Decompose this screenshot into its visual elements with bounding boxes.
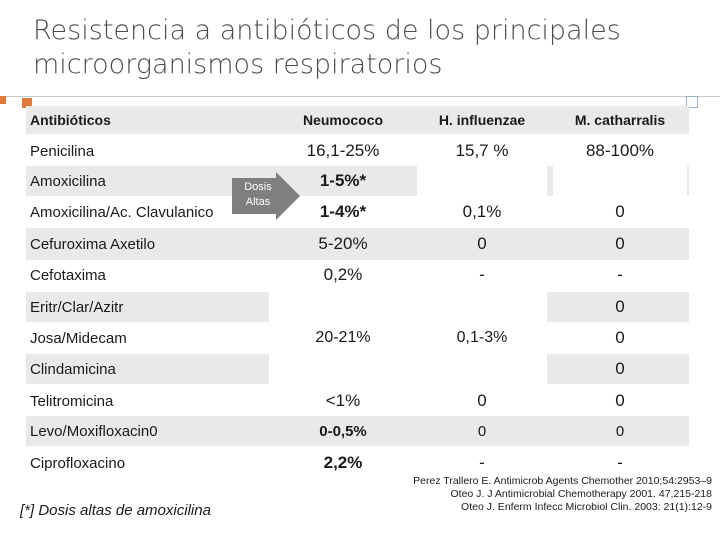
hinf-merged-value: 0,1-3% bbox=[456, 329, 508, 346]
mcat-value: 0 bbox=[615, 234, 625, 253]
arrow-label-line-2: Altas bbox=[245, 196, 271, 208]
hinf-value: 0 bbox=[477, 391, 487, 410]
neumo-value: 0,2% bbox=[323, 265, 363, 284]
title-line-1: Resistencia a antibióticos de los princi… bbox=[33, 15, 621, 46]
hinf-merged-bg bbox=[417, 292, 547, 322]
neumo-value: <1% bbox=[325, 391, 361, 410]
slide-title: Resistencia a antibióticos de los princi… bbox=[33, 14, 673, 82]
row-name: Eritr/Clar/Azitr bbox=[30, 298, 124, 316]
arrow-label-line-1: Dosis bbox=[244, 181, 272, 193]
mcat-value: - bbox=[617, 453, 623, 472]
row-name: Ciprofloxacino bbox=[30, 454, 126, 472]
header-m-catharralis: M. catharralis bbox=[574, 112, 666, 128]
hinf-value: 0,1% bbox=[462, 202, 502, 221]
mcat-value: 0 bbox=[615, 297, 625, 316]
table-row: Levo/Moxifloxacin0 0-0,5% 0 0 bbox=[26, 416, 689, 446]
row-name: Telitromicina bbox=[30, 392, 114, 410]
table-row: Amoxicilina 1-5%* bbox=[26, 166, 689, 196]
mcat-value: 0 bbox=[615, 359, 625, 378]
table-header-row: Antibióticos Neumococo H. influenzae M. … bbox=[26, 106, 689, 134]
neumo-value: 1-5%* bbox=[319, 171, 367, 190]
outline-square bbox=[686, 96, 698, 108]
accent-mark bbox=[0, 96, 6, 104]
hinf-value: 15,7 % bbox=[455, 141, 509, 160]
mcat-value: - bbox=[617, 265, 623, 284]
title-line-2: microorganismos respiratorios bbox=[33, 49, 443, 80]
row-name: Levo/Moxifloxacin0 bbox=[30, 422, 158, 440]
mcat-value: 88-100% bbox=[585, 141, 655, 160]
divider-line bbox=[0, 96, 720, 97]
hinf-value: 0 bbox=[477, 234, 487, 253]
table-row: Cefuroxima Axetilo 5-20% 0 0 bbox=[26, 228, 689, 260]
header-antibioticos: Antibióticos bbox=[30, 112, 111, 128]
header-h-influenzae: H. influenzae bbox=[438, 112, 526, 128]
accent-square bbox=[22, 98, 32, 108]
table-row: Eritr/Clar/Azitr 0 bbox=[26, 292, 689, 322]
mcat-empty bbox=[553, 166, 687, 196]
reference-line: Oteo J. Enferm Infecc Microbiol Clin. 20… bbox=[461, 501, 712, 513]
mcat-value: 0 bbox=[615, 391, 625, 410]
arrow-shape bbox=[232, 172, 300, 220]
header-neumococo: Neumococo bbox=[302, 112, 384, 128]
neumo-value: 1-4%* bbox=[319, 202, 367, 221]
table-row: Cefotaxima 0,2% - - bbox=[26, 260, 689, 290]
neumo-value: 5-20% bbox=[318, 234, 368, 253]
hinf-empty bbox=[417, 166, 547, 196]
row-name: Clindamicina bbox=[30, 360, 116, 378]
row-name: Cefotaxima bbox=[30, 266, 106, 284]
footnote: [*] Dosis altas de amoxicilina bbox=[20, 502, 211, 519]
row-name: Amoxicilina/Ac. Clavulanico bbox=[30, 203, 214, 221]
row-name: Penicilina bbox=[30, 142, 95, 160]
hinf-value: 0 bbox=[477, 422, 487, 440]
neumo-merged-value: 20-21% bbox=[315, 329, 371, 346]
table-row: Telitromicina <1% 0 0 bbox=[26, 386, 689, 416]
table-row: Penicilina 16,1-25% 15,7 % 88-100% bbox=[26, 136, 689, 166]
resistance-table: Antibióticos Neumococo H. influenzae M. … bbox=[26, 106, 689, 476]
table-row: Amoxicilina/Ac. Clavulanico 1-4%* 0,1% 0 bbox=[26, 196, 689, 228]
neumo-value: 2,2% bbox=[323, 453, 363, 472]
neumo-value: 0-0,5% bbox=[319, 422, 367, 440]
dosis-altas-arrow: Dosis Altas bbox=[232, 172, 302, 220]
references: Perez Trallero E. Antimicrob Agents Chem… bbox=[380, 475, 712, 514]
row-name: Cefuroxima Axetilo bbox=[30, 235, 156, 253]
neumo-value: 16,1-25% bbox=[306, 141, 380, 160]
row-name: Josa/Midecam bbox=[30, 329, 127, 347]
table-row: Clindamicina 0 bbox=[26, 354, 689, 384]
mcat-value: 0 bbox=[615, 202, 625, 221]
hinf-merged-bg bbox=[417, 354, 547, 384]
hinf-value: - bbox=[479, 453, 485, 472]
hinf-value: - bbox=[479, 265, 485, 284]
table-row: Josa/Midecam 0 bbox=[26, 322, 689, 354]
row-name: Amoxicilina bbox=[30, 172, 106, 190]
arrow-label: Dosis Altas bbox=[232, 180, 284, 210]
neumo-merged-bg bbox=[269, 292, 417, 322]
table-row: Ciprofloxacino 2,2% - - bbox=[26, 448, 689, 478]
reference-line: Perez Trallero E. Antimicrob Agents Chem… bbox=[413, 475, 712, 487]
mcat-value: 0 bbox=[615, 328, 625, 347]
neumo-merged-bg bbox=[269, 354, 417, 384]
mcat-value: 0 bbox=[615, 422, 625, 440]
reference-line: Oteo J. J Antimicrobial Chemotherapy 200… bbox=[450, 488, 713, 500]
